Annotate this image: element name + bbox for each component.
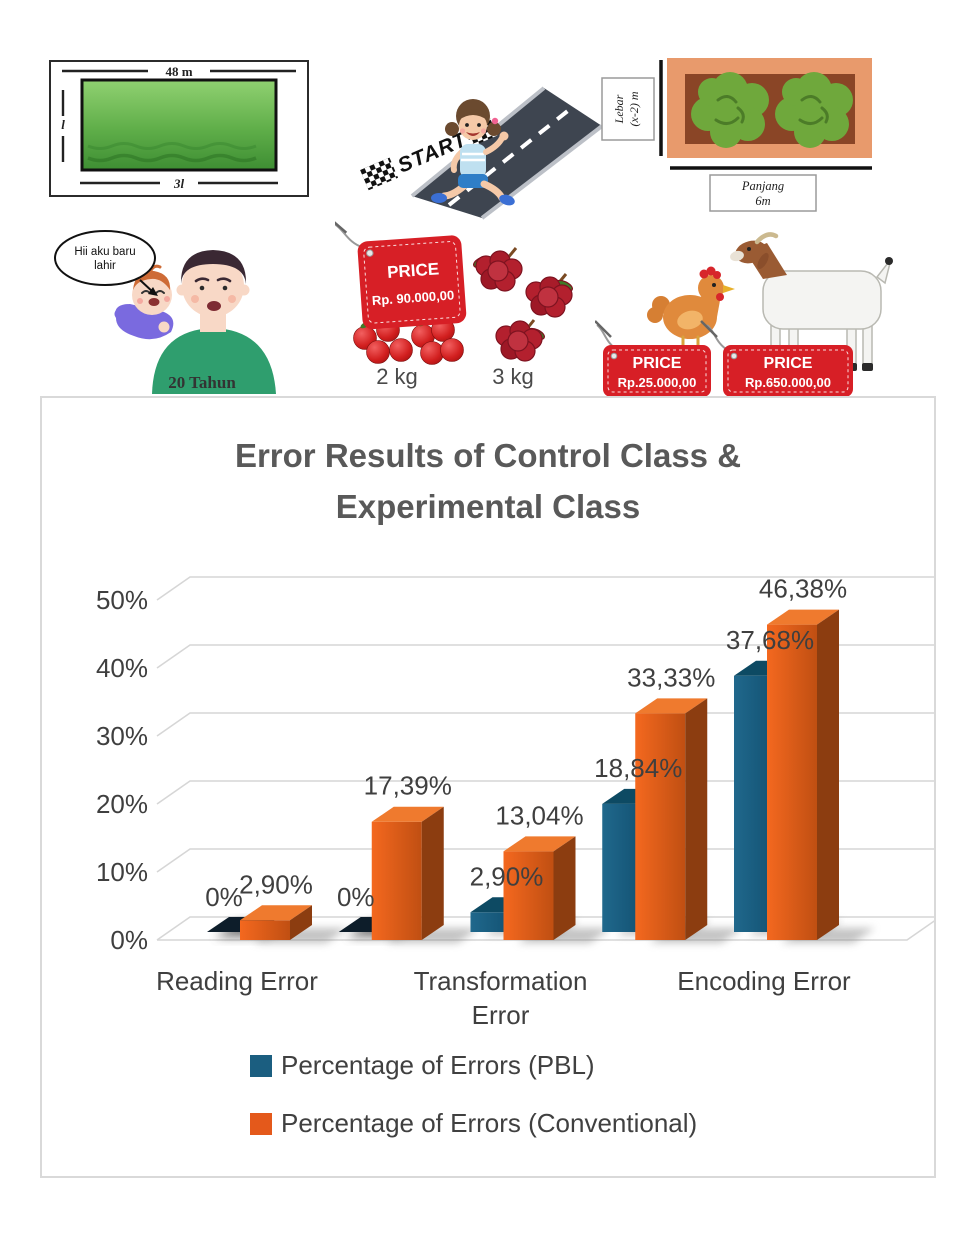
bar-1-3: [635, 698, 744, 943]
garden-bed-image: [667, 58, 872, 158]
field-dimension-diagram: 48 m l 3l: [48, 58, 310, 205]
field-length-label: 3l: [173, 176, 185, 191]
legend-swatch: [250, 1112, 272, 1135]
y-axis-tick-label: 40%: [96, 653, 148, 683]
chart-container: 0% 10% 20% 30% 40% 50% 0% 2,90% 0% 17,39% 2,90% 13,…: [40, 396, 936, 1178]
garden-width-label-line2: (x-2) m: [627, 91, 641, 126]
bar-data-label: 13,04%: [495, 800, 583, 830]
y-axis-tick-label: 50%: [96, 585, 148, 615]
fruit-tag-title: PRICE: [387, 259, 440, 282]
bar-data-label: 18,84%: [594, 753, 682, 783]
chicken-tag-price: Rp.25.000,00: [618, 375, 697, 390]
y-axis-tick-label: 30%: [96, 721, 148, 751]
data-labels: 0%2,90% 0%17,39%2,90%13,04%18,84%33,33%37…: [205, 574, 847, 912]
goat-tag-price: Rp.650.000,00: [745, 375, 831, 390]
speech-bubble-line2: lahir: [94, 260, 116, 272]
runner-start-illustration: START: [352, 48, 604, 228]
garden-length-label-line1: Panjang: [741, 179, 784, 193]
speech-bubble-line1: Hii aku baru: [74, 246, 135, 258]
x-axis-tick-label: Encoding Error: [677, 966, 851, 996]
chart-title-line2: Experimental Class: [335, 488, 641, 526]
legend-label: Percentage of Errors (PBL): [281, 1050, 595, 1080]
x-axis-labels: Reading Error Transformation Error Encoding…: [156, 966, 851, 1030]
garden-dimension-diagram: Lebar (x-2) m Panjang 6m: [600, 48, 910, 218]
bar-data-label: 37,68%: [726, 625, 814, 655]
x-axis-tick-label: Transformation: [414, 966, 588, 996]
goat-price-tag-icon: PRICE Rp.650.000,00: [700, 320, 853, 397]
legend-label: Percentage of Errors (Conventional): [281, 1108, 698, 1138]
legend-item: Percentage of Errors (Conventional): [250, 1108, 697, 1139]
father-icon: [152, 250, 276, 394]
chart-legend: Percentage of Errors (PBL) Percentage of …: [250, 1050, 697, 1139]
field-width-label: 48 m: [165, 64, 192, 79]
livestock-price-illustration: PRICE Rp.25.000,00 PRICE Rp.650.000,00: [594, 225, 920, 402]
bar-data-label: 0%: [205, 882, 243, 912]
father-baby-illustration: Hii aku baru lahir 20 Tahun: [50, 222, 305, 399]
legend-item: Percentage of Errors (PBL): [250, 1050, 697, 1081]
goat-tag-title: PRICE: [764, 355, 813, 372]
rambutan-weight-label: 3 kg: [492, 364, 534, 389]
bar-data-label: 33,33%: [627, 662, 715, 692]
rambutan-icon: [473, 247, 573, 362]
y-axis-tick-label: 0%: [110, 925, 148, 955]
bar-data-label: 0%: [337, 882, 375, 912]
fruit-tag-price: Rp. 90.000,00: [371, 287, 454, 308]
bar-data-label: 46,38%: [759, 574, 847, 604]
garden-width-label-line1: Lebar: [612, 94, 626, 124]
bar-1-0: [240, 905, 348, 943]
bar-data-label: 2,90%: [239, 869, 313, 899]
legend-swatch: [250, 1054, 272, 1077]
chicken-tag-title: PRICE: [633, 355, 682, 372]
x-axis-tick-label: Reading Error: [156, 966, 318, 996]
chicken-price-tag-icon: PRICE Rp.25.000,00: [594, 320, 711, 397]
goat-icon: [730, 232, 893, 371]
chicken-icon: [647, 266, 735, 353]
bar-1-1: [371, 806, 480, 943]
bar-chart-plot-area: 0%10%20%30%40%50%0%2,90% 0%17,39%2,90%13,…: [96, 574, 934, 1030]
x-axis-tick-label: Error: [472, 1000, 530, 1030]
chart-title: Error Results of Control Class & Experim…: [82, 430, 894, 532]
girl-runner-icon: [431, 99, 515, 206]
apples-weight-label: 2 kg: [376, 364, 418, 389]
bar-data-label: 2,90%: [470, 861, 544, 891]
bar-data-label: 17,39%: [364, 771, 452, 801]
grass-field-image: [80, 78, 278, 172]
age-caption: 20 Tahun: [168, 373, 236, 392]
price-tag-icon: PRICE Rp. 90.000,00: [328, 216, 467, 330]
tree-icon: [775, 72, 853, 148]
bar-1-2: [503, 836, 612, 943]
y-axis-tick-label: 10%: [96, 857, 148, 887]
fruit-price-illustration: PRICE Rp. 90.000,00 2 kg 3 kg: [328, 212, 585, 399]
y-axis-tick-label: 20%: [96, 789, 148, 819]
field-height-label: l: [61, 117, 65, 132]
garden-length-label-line2: 6m: [755, 194, 770, 208]
speech-bubble: Hii aku baru lahir: [54, 230, 158, 296]
bars: [207, 609, 875, 943]
bar-1-4: [767, 609, 875, 943]
chart-title-line1: Error Results of Control Class &: [234, 437, 742, 474]
